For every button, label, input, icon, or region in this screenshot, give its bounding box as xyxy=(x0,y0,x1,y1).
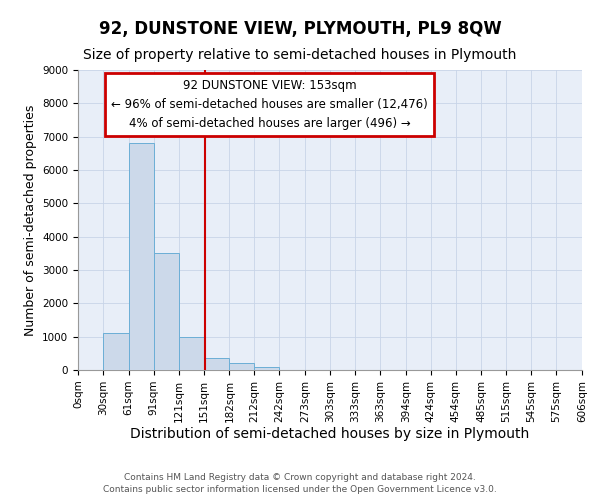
Text: Size of property relative to semi-detached houses in Plymouth: Size of property relative to semi-detach… xyxy=(83,48,517,62)
Text: Contains HM Land Registry data © Crown copyright and database right 2024.: Contains HM Land Registry data © Crown c… xyxy=(124,472,476,482)
Y-axis label: Number of semi-detached properties: Number of semi-detached properties xyxy=(23,104,37,336)
Bar xyxy=(229,364,254,370)
Bar xyxy=(103,334,129,370)
Bar xyxy=(254,366,279,370)
Bar xyxy=(129,144,154,370)
Text: 92, DUNSTONE VIEW, PLYMOUTH, PL9 8QW: 92, DUNSTONE VIEW, PLYMOUTH, PL9 8QW xyxy=(98,20,502,38)
Text: 92 DUNSTONE VIEW: 153sqm
← 96% of semi-detached houses are smaller (12,476)
4% o: 92 DUNSTONE VIEW: 153sqm ← 96% of semi-d… xyxy=(111,79,428,130)
Bar xyxy=(203,358,229,370)
Bar xyxy=(154,254,179,370)
X-axis label: Distribution of semi-detached houses by size in Plymouth: Distribution of semi-detached houses by … xyxy=(130,428,530,442)
Text: Contains public sector information licensed under the Open Government Licence v3: Contains public sector information licen… xyxy=(103,485,497,494)
Bar xyxy=(179,336,203,370)
